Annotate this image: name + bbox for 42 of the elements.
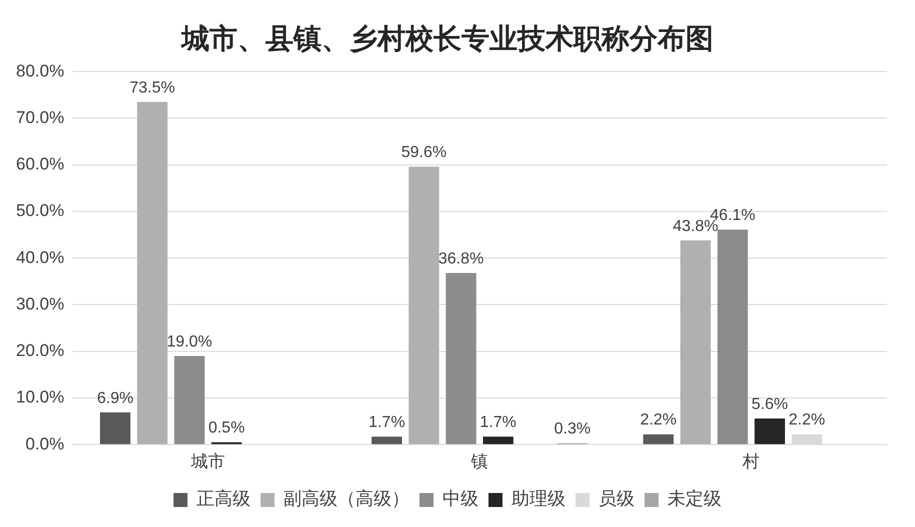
data-label: 19.0%: [166, 333, 212, 350]
x-tick-label: 村: [742, 452, 760, 472]
legend-label: 助理级: [512, 488, 566, 510]
y-tick-label: 20.0%: [16, 341, 64, 360]
data-label: 2.2%: [788, 412, 826, 429]
chart-title: 城市、县镇、乡村校长专业技术职称分布图: [180, 22, 714, 56]
bar: [408, 166, 440, 444]
y-tick-label: 50.0%: [16, 201, 64, 220]
data-label: 1.7%: [368, 414, 406, 432]
y-tick-label: 60.0%: [16, 154, 64, 174]
legend-label: 未定级: [668, 488, 722, 510]
data-label: 36.8%: [438, 250, 484, 268]
data-label: 5.6%: [752, 396, 788, 413]
bar: [174, 356, 205, 444]
data-label: 1.7%: [480, 414, 516, 432]
legend-label: 副高级（高级）: [284, 488, 410, 510]
data-label: 6.9%: [96, 390, 134, 407]
y-tick-label: 80.0%: [16, 61, 64, 80]
y-tick-label: 70.0%: [16, 108, 64, 127]
y-tick-label: 40.0%: [16, 248, 64, 267]
bar: [100, 412, 130, 444]
data-label: 0.3%: [554, 420, 591, 438]
x-tick-label: 镇: [470, 452, 488, 472]
y-tick-label: 30.0%: [16, 294, 64, 314]
y-tick-label: 0.0%: [25, 434, 64, 454]
bar: [482, 436, 514, 444]
data-label: 0.5%: [208, 420, 245, 437]
data-label: 59.6%: [401, 144, 447, 162]
x-tick-label: 城市: [190, 452, 225, 472]
bar: [680, 240, 711, 444]
bar: [446, 273, 476, 444]
bar: [754, 418, 785, 444]
bar: [717, 230, 748, 444]
data-label: 2.2%: [640, 412, 677, 429]
legend-label: 中级: [442, 488, 478, 510]
bar: [372, 436, 402, 444]
legend-label: 员级: [598, 488, 634, 510]
bar: [137, 102, 168, 444]
legend-label: 正高级: [196, 488, 250, 510]
bar: [643, 434, 674, 444]
data-label: 73.5%: [130, 79, 176, 96]
y-tick-label: 10.0%: [16, 388, 64, 407]
